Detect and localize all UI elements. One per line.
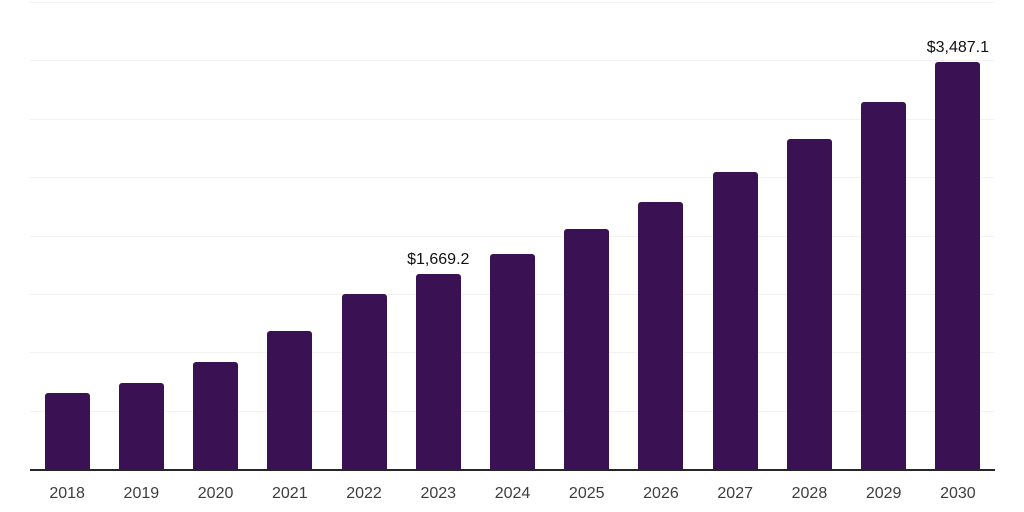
- x-axis-tick-2018: 2018: [49, 485, 85, 502]
- x-axis-tick-2026: 2026: [643, 485, 679, 502]
- gridline: [30, 177, 995, 179]
- bar-2024: [490, 253, 535, 469]
- bar-2027: [712, 171, 758, 469]
- x-axis-tick-2021: 2021: [272, 485, 308, 502]
- bar-2025: [564, 228, 610, 469]
- bar-value-label-2023: $1,669.2: [407, 251, 470, 269]
- bar-2019: [118, 383, 164, 469]
- bar-2021: [267, 330, 313, 469]
- x-axis-tick-2027: 2027: [717, 485, 753, 502]
- bar-2023: [415, 274, 461, 469]
- gridline: [30, 60, 995, 62]
- x-axis-tick-2025: 2025: [568, 485, 605, 502]
- x-axis-tick-2020: 2020: [197, 485, 234, 502]
- gridline: [30, 235, 995, 237]
- x-axis-line: [30, 469, 995, 471]
- bar-2026: [638, 201, 684, 469]
- bar-2029: [861, 101, 907, 469]
- x-axis-tick-2019: 2019: [123, 485, 160, 502]
- bar-value-label-2030: $3,487.1: [926, 38, 990, 56]
- x-axis-tick-2030: 2030: [940, 485, 976, 502]
- bar-2030: [935, 61, 981, 469]
- gridline: [30, 2, 995, 3]
- x-axis-tick-2024: 2024: [494, 485, 531, 502]
- x-axis-tick-2023: 2023: [420, 485, 457, 502]
- bar-2018: [44, 392, 90, 469]
- bar-2028: [786, 138, 832, 469]
- x-axis-tick-2022: 2022: [346, 485, 382, 502]
- bar-2020: [193, 361, 239, 469]
- x-axis-tick-2029: 2029: [865, 485, 902, 502]
- x-axis-tick-2028: 2028: [791, 485, 828, 502]
- gridline: [30, 118, 995, 120]
- bar-2022: [341, 293, 387, 469]
